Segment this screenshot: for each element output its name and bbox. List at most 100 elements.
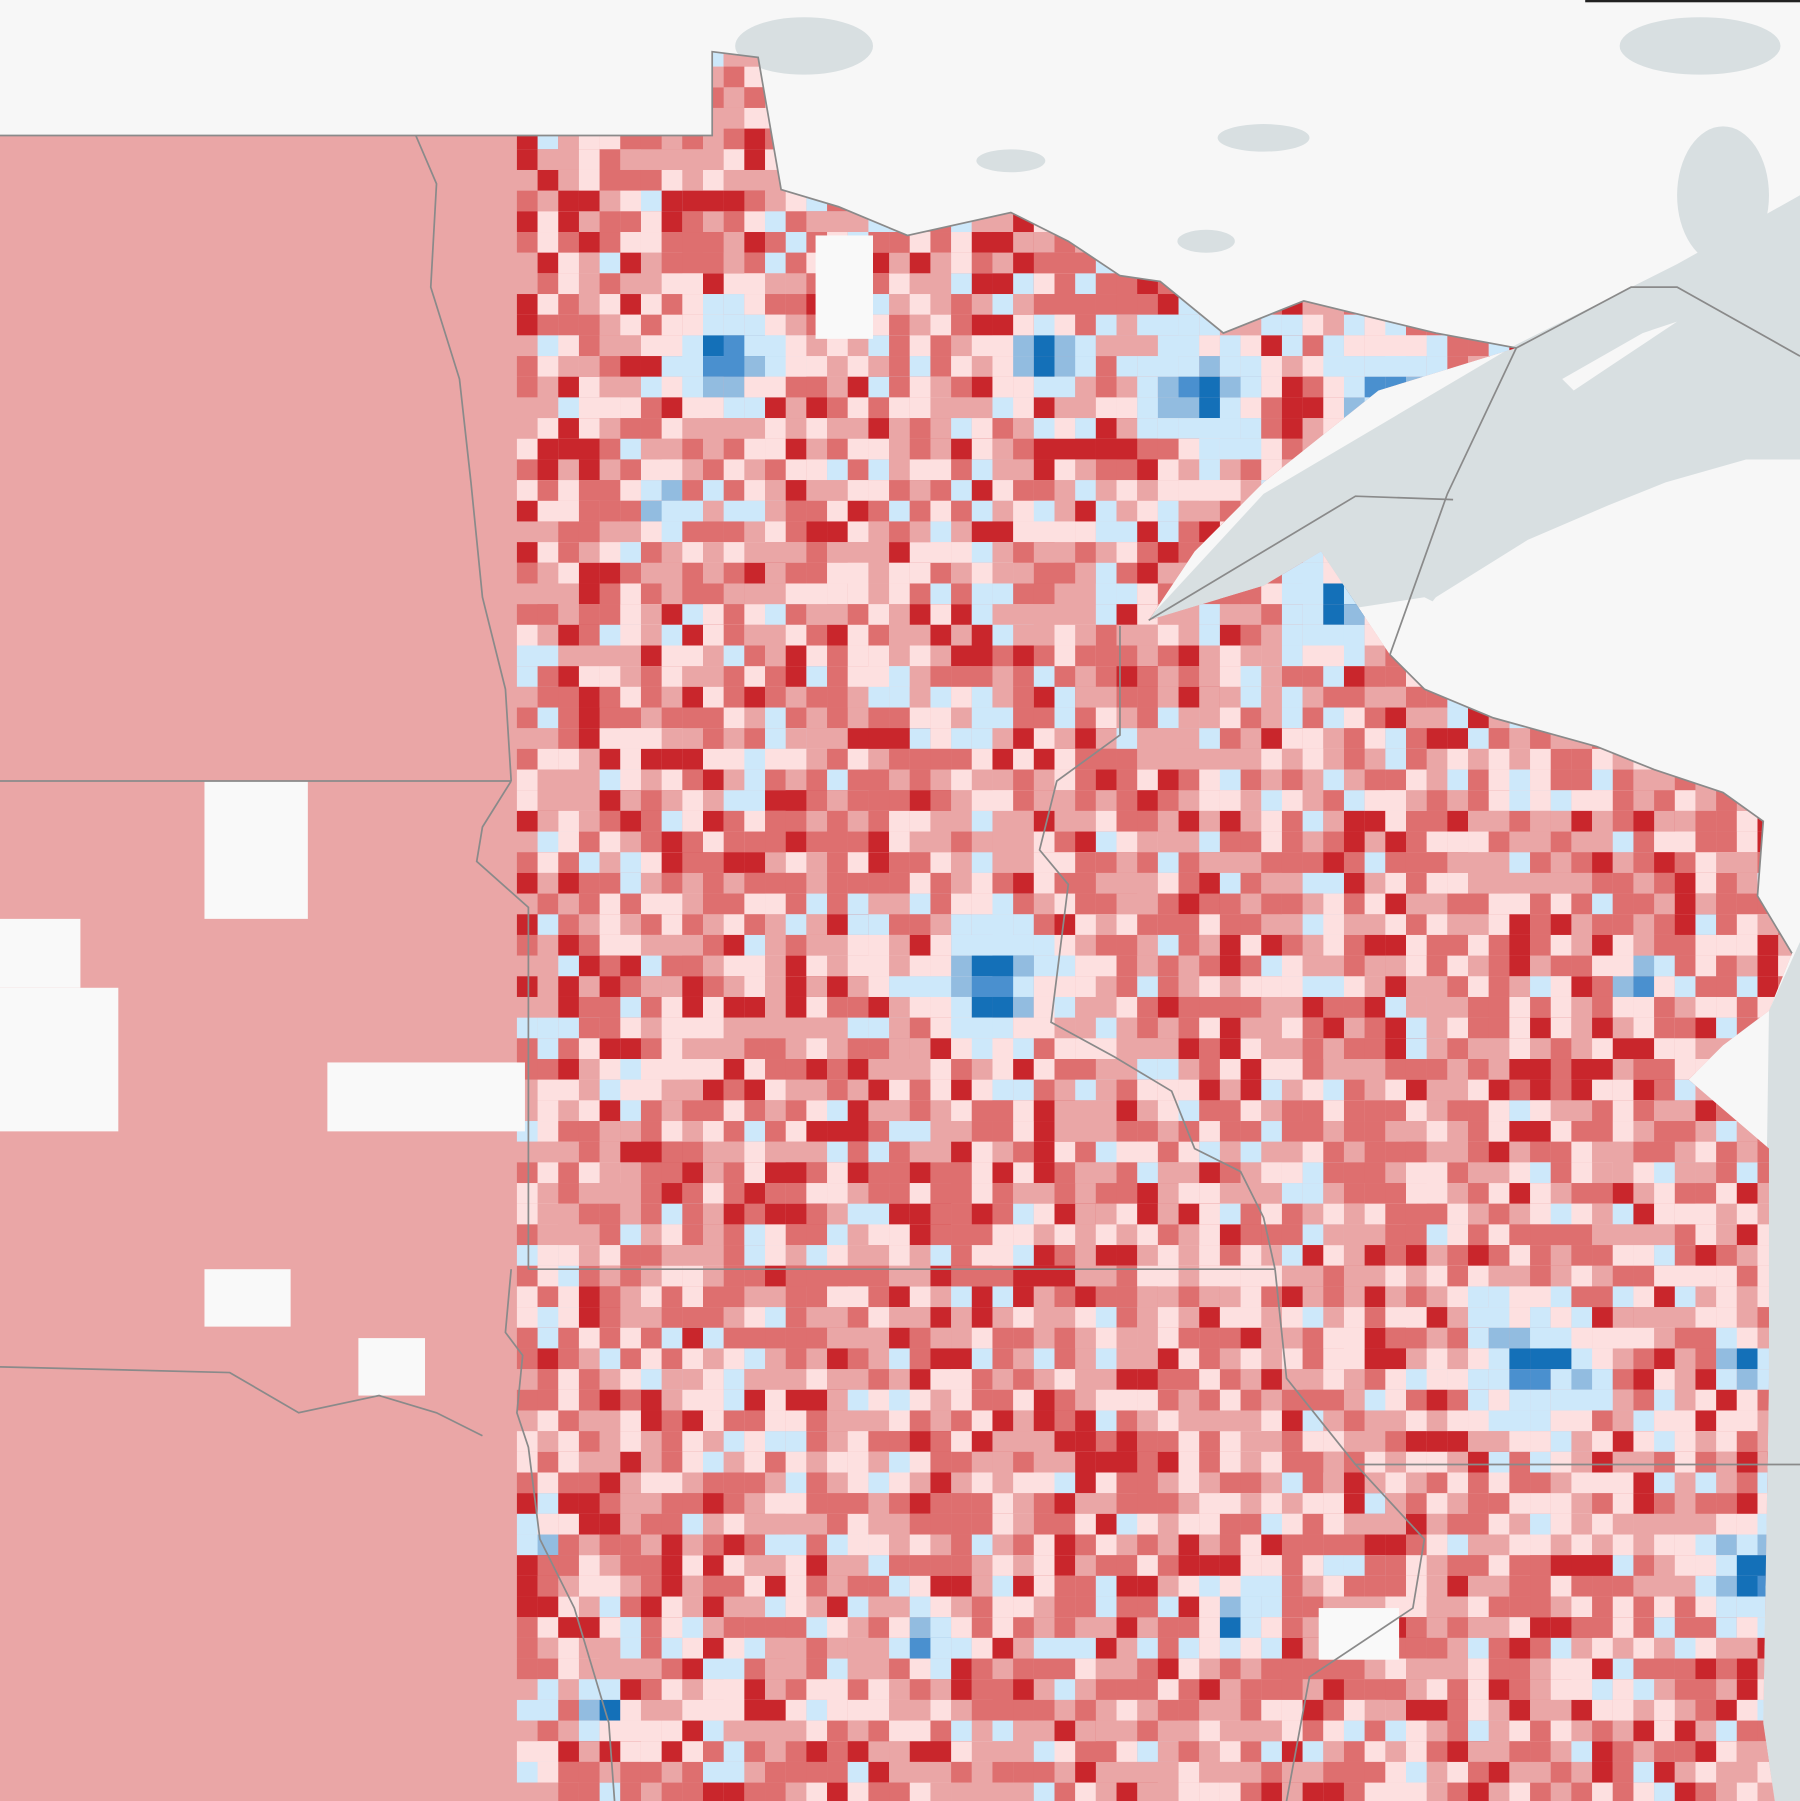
precinct-rep-lean xyxy=(1116,1183,1138,1204)
precinct-rep-slight xyxy=(1075,1369,1096,1390)
precinct-rep-slight xyxy=(847,686,869,708)
precinct-rep-lean xyxy=(1674,955,1696,977)
precinct-rep-tilt xyxy=(765,1245,786,1266)
precinct-rep-slight xyxy=(682,1575,703,1597)
precinct-rep-strong xyxy=(558,1493,579,1514)
precinct-rep-tilt xyxy=(1261,356,1282,377)
precinct-rep-slight xyxy=(744,169,766,191)
precinct-rep-strong xyxy=(1364,810,1386,832)
precinct-dem-slight xyxy=(1716,1348,1737,1370)
precinct-rep-lean xyxy=(847,604,869,625)
precinct-rep-tilt xyxy=(1137,583,1158,605)
precinct-rep-lean xyxy=(1633,1100,1655,1122)
precinct-rep-tilt xyxy=(806,1369,828,1390)
precinct-rep-lean xyxy=(1468,1555,1489,1576)
precinct-rep-tilt xyxy=(1633,1245,1655,1266)
precinct-rep-lean xyxy=(889,314,910,336)
precinct-rep-strong xyxy=(1364,1534,1386,1556)
precinct-rep-tilt xyxy=(1013,1162,1034,1184)
precinct-rep-slight xyxy=(599,1410,621,1432)
precinct-rep-slight xyxy=(558,604,579,625)
precinct-rep-lean xyxy=(889,914,910,935)
precinct-rep-tilt xyxy=(558,1307,579,1328)
precinct-dem-lean xyxy=(1178,376,1200,398)
precinct-rep-lean xyxy=(889,1493,910,1514)
precinct-rep-lean xyxy=(1612,1265,1634,1287)
precinct-rep-tilt xyxy=(1447,831,1469,853)
precinct-rep-lean xyxy=(1571,852,1593,873)
precinct-rep-lean xyxy=(930,232,952,253)
precinct-rep-strong xyxy=(558,190,579,212)
precinct-dem-tilt xyxy=(723,294,745,315)
precinct-rep-slight xyxy=(620,1575,641,1597)
precinct-rep-tilt xyxy=(744,107,766,129)
precinct-rep-tilt xyxy=(578,376,600,398)
precinct-rep-tilt xyxy=(971,1183,993,1204)
precinct-rep-slight xyxy=(558,893,579,915)
precinct-rep-slight xyxy=(1095,1059,1117,1080)
precinct-rep-strong xyxy=(1488,1141,1510,1163)
precinct-rep-strong xyxy=(1013,1059,1034,1080)
precinct-rep-slight xyxy=(723,976,745,997)
precinct-rep-slight xyxy=(1674,1389,1696,1411)
precinct-rep-slight xyxy=(1550,1100,1572,1122)
precinct-rep-lean xyxy=(1302,1038,1324,1060)
precinct-rep-slight xyxy=(1302,955,1324,977)
precinct-rep-tilt xyxy=(1447,872,1469,894)
precinct-rep-lean xyxy=(1137,1451,1158,1473)
precinct-dem-tilt xyxy=(702,1451,724,1473)
precinct-rep-lean xyxy=(1654,1493,1675,1514)
precinct-rep-strong xyxy=(702,1493,724,1514)
precinct-rep-slight xyxy=(620,149,641,170)
precinct-rep-strong xyxy=(827,521,848,543)
precinct-rep-slight xyxy=(1633,1451,1655,1473)
precinct-rep-strong xyxy=(1095,769,1117,791)
precinct-dem-strong xyxy=(992,996,1014,1018)
precinct-rep-tilt xyxy=(1137,604,1158,625)
precinct-dem-tilt xyxy=(723,314,745,336)
precinct-rep-slight xyxy=(1137,624,1158,646)
precinct-rep-lean xyxy=(1468,1121,1489,1142)
precinct-rep-strong xyxy=(1261,1369,1282,1390)
precinct-rep-slight xyxy=(1157,810,1179,832)
precinct-rep-slight xyxy=(682,1679,703,1700)
precinct-rep-strong xyxy=(951,604,972,625)
precinct-rep-lean xyxy=(516,232,538,253)
precinct-rep-slight xyxy=(1447,790,1469,811)
precinct-rep-lean xyxy=(1219,1369,1241,1390)
precinct-rep-slight xyxy=(537,1224,559,1246)
precinct-dem-tilt xyxy=(827,1658,848,1680)
precinct-dem-tilt xyxy=(620,438,641,460)
precinct-rep-tilt xyxy=(1013,397,1034,419)
precinct-rep-slight xyxy=(702,1224,724,1246)
precinct-rep-lean xyxy=(1199,1327,1220,1349)
precinct-rep-tilt xyxy=(889,397,910,419)
precinct-rep-tilt xyxy=(765,1410,786,1432)
precinct-dem-tilt xyxy=(1385,728,1406,749)
precinct-rep-lean xyxy=(1571,1575,1593,1597)
precinct-rep-slight xyxy=(1137,831,1158,853)
precinct-dem-tilt xyxy=(1281,335,1303,357)
precinct-rep-tilt xyxy=(1116,542,1138,563)
precinct-rep-slight xyxy=(620,790,641,811)
precinct-rep-lean xyxy=(930,872,952,894)
precinct-rep-lean xyxy=(1405,914,1427,935)
precinct-rep-slight xyxy=(1033,1451,1055,1473)
precinct-rep-slight xyxy=(558,583,579,605)
precinct-rep-strong xyxy=(971,273,993,295)
precinct-dem-tilt xyxy=(971,728,993,749)
precinct-rep-slight xyxy=(620,1162,641,1184)
precinct-rep-slight xyxy=(620,376,641,398)
precinct-rep-slight xyxy=(702,1162,724,1184)
precinct-rep-slight xyxy=(765,1017,786,1039)
precinct-dem-tilt xyxy=(1654,1472,1675,1494)
precinct-dem-tilt xyxy=(702,1327,724,1349)
precinct-rep-tilt xyxy=(1261,1162,1282,1184)
precinct-rep-lean xyxy=(516,934,538,956)
precinct-rep-lean xyxy=(765,1183,786,1204)
precinct-rep-tilt xyxy=(1447,1410,1469,1432)
precinct-rep-lean xyxy=(516,1265,538,1287)
precinct-rep-strong xyxy=(847,500,869,522)
precinct-rep-strong xyxy=(1219,934,1241,956)
precinct-dem-tilt xyxy=(1468,1637,1489,1659)
